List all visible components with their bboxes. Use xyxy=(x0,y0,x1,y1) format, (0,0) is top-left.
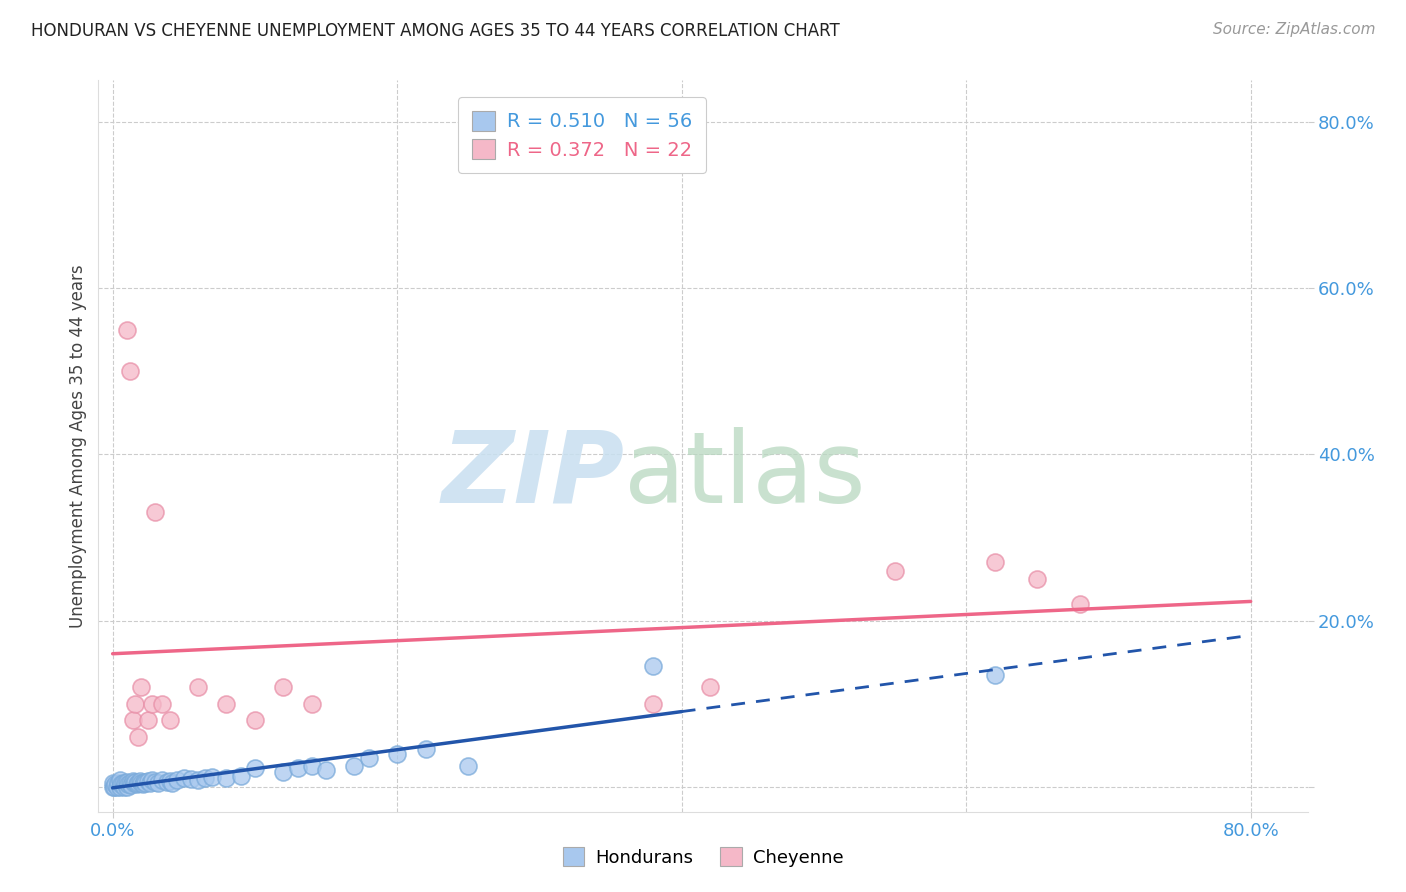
Point xyxy=(101,775,124,789)
Point xyxy=(107,775,129,789)
Point xyxy=(136,774,159,789)
Point xyxy=(118,775,141,789)
Point xyxy=(1026,572,1049,586)
Point xyxy=(415,742,437,756)
Point xyxy=(643,659,665,673)
Text: HONDURAN VS CHEYENNE UNEMPLOYMENT AMONG AGES 35 TO 44 YEARS CORRELATION CHART: HONDURAN VS CHEYENNE UNEMPLOYMENT AMONG … xyxy=(31,22,839,40)
Text: atlas: atlas xyxy=(624,426,866,524)
Point xyxy=(1069,597,1091,611)
Point xyxy=(136,714,159,728)
Point xyxy=(457,759,479,773)
Point xyxy=(143,774,166,789)
Point xyxy=(134,775,156,789)
Point xyxy=(124,774,146,789)
Point xyxy=(215,697,238,711)
Point xyxy=(699,680,721,694)
Point xyxy=(121,714,143,728)
Point xyxy=(110,777,132,791)
Point xyxy=(194,772,217,786)
Point xyxy=(156,774,179,789)
Point xyxy=(101,780,124,794)
Point xyxy=(127,775,149,789)
Point xyxy=(141,773,163,788)
Point xyxy=(187,680,209,694)
Point xyxy=(357,750,380,764)
Y-axis label: Unemployment Among Ages 35 to 44 years: Unemployment Among Ages 35 to 44 years xyxy=(69,264,87,628)
Point xyxy=(983,555,1005,569)
Point xyxy=(129,680,152,694)
Point xyxy=(162,775,184,789)
Point xyxy=(115,323,138,337)
Point xyxy=(884,564,907,578)
Point xyxy=(152,773,174,788)
Point xyxy=(108,773,131,788)
Point xyxy=(229,769,252,783)
Point xyxy=(114,776,136,790)
Point xyxy=(201,770,224,784)
Point xyxy=(138,776,160,790)
Point xyxy=(115,774,138,789)
Point xyxy=(132,774,155,789)
Point xyxy=(103,780,125,794)
Point xyxy=(112,780,135,794)
Point xyxy=(105,780,128,794)
Text: Source: ZipAtlas.com: Source: ZipAtlas.com xyxy=(1212,22,1375,37)
Legend: Hondurans, Cheyenne: Hondurans, Cheyenne xyxy=(555,840,851,874)
Point xyxy=(121,774,143,789)
Text: ZIP: ZIP xyxy=(441,426,624,524)
Point xyxy=(187,773,209,788)
Point xyxy=(273,764,295,779)
Point xyxy=(127,730,149,744)
Point xyxy=(215,772,238,786)
Point xyxy=(115,780,138,794)
Point xyxy=(143,506,166,520)
Point xyxy=(152,697,174,711)
Point xyxy=(166,773,188,788)
Point xyxy=(118,364,141,378)
Point xyxy=(117,777,139,791)
Point xyxy=(385,747,408,761)
Point xyxy=(125,777,148,791)
Point xyxy=(111,775,134,789)
Point xyxy=(129,776,152,790)
Point xyxy=(104,777,127,791)
Point xyxy=(273,680,295,694)
Legend: R = 0.510   N = 56, R = 0.372   N = 22: R = 0.510 N = 56, R = 0.372 N = 22 xyxy=(458,97,706,173)
Point xyxy=(301,697,323,711)
Point xyxy=(124,697,146,711)
Point xyxy=(128,774,150,789)
Point xyxy=(108,780,131,794)
Point xyxy=(315,763,337,777)
Point xyxy=(287,762,309,776)
Point xyxy=(301,759,323,773)
Point xyxy=(146,775,169,789)
Point xyxy=(180,772,202,787)
Point xyxy=(159,714,181,728)
Point xyxy=(983,667,1005,681)
Point xyxy=(643,697,665,711)
Point xyxy=(159,774,181,789)
Point xyxy=(122,776,145,790)
Point xyxy=(343,759,366,773)
Point xyxy=(243,762,266,776)
Point xyxy=(131,777,153,791)
Point xyxy=(120,778,142,792)
Point xyxy=(141,697,163,711)
Point xyxy=(173,772,195,786)
Point xyxy=(243,714,266,728)
